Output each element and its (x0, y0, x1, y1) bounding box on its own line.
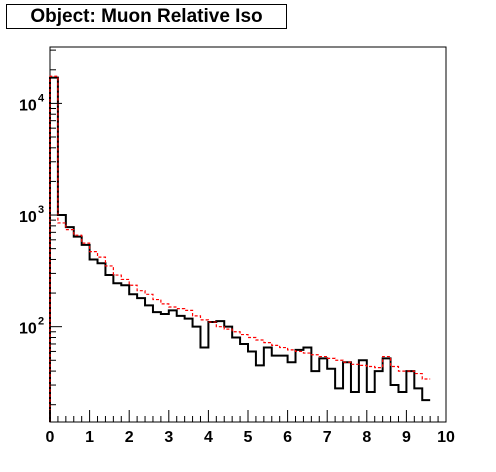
x-tick-label: 9 (402, 429, 411, 446)
x-tick-label: 3 (164, 429, 173, 446)
y-tick-label: 10 (19, 321, 37, 338)
x-tick-label: 6 (283, 429, 292, 446)
x-tick-label: 2 (125, 429, 134, 446)
y-tick-label: 10 (19, 209, 37, 226)
x-tick-label: 8 (362, 429, 371, 446)
y-tick-label-exponent: 2 (38, 316, 44, 328)
x-tick-label: 4 (204, 429, 213, 446)
series-layer (49, 75, 431, 422)
y-tick-label-exponent: 3 (38, 204, 44, 216)
x-tick-label: 5 (244, 429, 253, 446)
x-tick-label: 0 (46, 429, 55, 446)
x-tick-label: 1 (85, 429, 94, 446)
chart-title: Object: Muon Relative Iso (6, 4, 287, 29)
x-axis: 0 1 2 3 4 5 6 7 8 9 10 (46, 410, 455, 446)
y-tick-label-exponent: 4 (38, 92, 45, 104)
histogram-series-0 (49, 76, 431, 422)
x-tick-label: 7 (323, 429, 332, 446)
y-tick-label: 10 (19, 97, 37, 114)
x-tick-label: 10 (437, 429, 455, 446)
histogram-series-1 (49, 75, 431, 422)
plot-frame (49, 46, 447, 423)
